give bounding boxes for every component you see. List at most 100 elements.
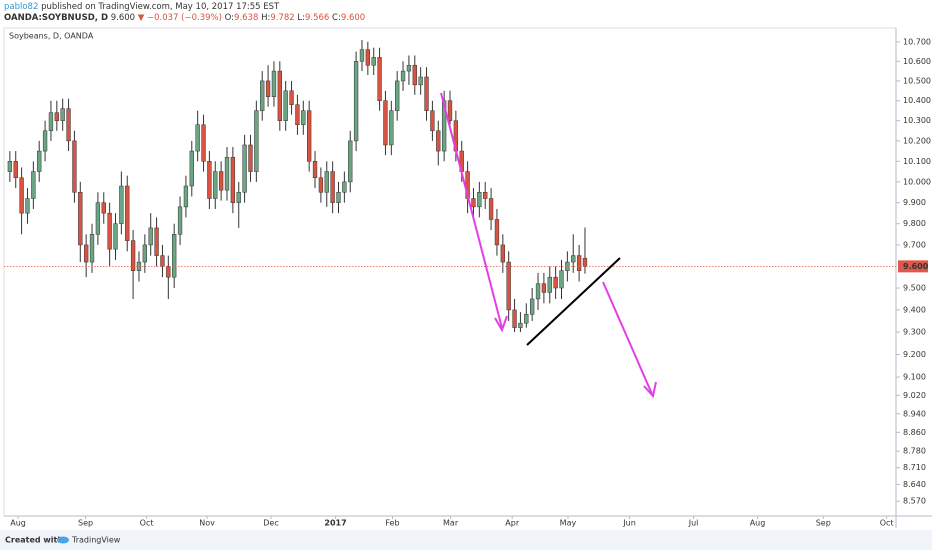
candle-body — [524, 314, 529, 324]
candle-body — [353, 61, 359, 142]
candle-body — [230, 156, 236, 203]
candle-body — [172, 234, 177, 278]
arrow-head — [494, 315, 508, 333]
candle-body — [535, 283, 541, 300]
candle-body — [218, 171, 224, 191]
y-tick-label: 9.300 — [903, 328, 926, 337]
candle-body — [500, 244, 505, 263]
y-tick-label: 10.600 — [903, 57, 931, 66]
y-tick-label: 8.710 — [903, 463, 926, 472]
candle-body — [530, 298, 535, 315]
candle-body — [377, 57, 382, 101]
candle-body — [506, 261, 511, 311]
y-tick-label: 8.640 — [903, 480, 926, 489]
y-tick-label: 9.900 — [903, 198, 926, 207]
candle-body — [31, 171, 36, 199]
candle-body — [430, 110, 435, 132]
l: 9.566 — [305, 13, 329, 23]
candle-body — [312, 161, 318, 179]
candle-body — [60, 108, 65, 121]
candle-body — [383, 100, 388, 146]
candle-body — [236, 192, 241, 203]
candle-body — [330, 171, 335, 203]
arrow-line — [602, 281, 653, 395]
y-tick-label: 10.100 — [903, 157, 931, 166]
x-tick-label: Dec — [263, 519, 278, 528]
change: −0.037 (−0.39%) — [147, 13, 222, 23]
candle-body — [189, 150, 194, 187]
y-tick-label: 9.800 — [903, 219, 926, 228]
header-line-1: pablo82 published on TradingView.com, Ma… — [4, 2, 280, 12]
candle-body — [54, 112, 59, 121]
y-tick-label: 8.940 — [903, 409, 926, 418]
candle-body — [254, 110, 259, 172]
candle-body — [166, 266, 171, 278]
candle-body — [201, 124, 206, 162]
candle-body — [265, 80, 271, 97]
plot: 10.700 10.600 10.500 10.400 10.300 10.200 10.1… — [4, 37, 931, 528]
candle-body — [342, 181, 347, 193]
candle-body — [553, 276, 558, 289]
y-tick-label: 9.500 — [903, 284, 926, 293]
candle-body — [48, 112, 54, 132]
x-tick-label: Oct — [880, 519, 894, 528]
candle-body — [19, 177, 24, 214]
x-tick-label: Jun — [622, 519, 636, 528]
candle-body — [447, 100, 453, 121]
candle-body — [142, 244, 147, 263]
candle-body — [512, 309, 517, 328]
candle-body — [248, 144, 253, 172]
y-tick-label: 10.500 — [903, 76, 931, 85]
x-tick-label: Sep — [816, 519, 831, 528]
x-tick-label: Sep — [78, 519, 93, 528]
candle-body — [418, 76, 423, 86]
candle-body — [289, 90, 294, 105]
y-tick-label: 10.400 — [903, 96, 931, 105]
candle-body — [177, 206, 183, 235]
x-tick-label: Aug — [10, 519, 26, 528]
y-tick-label: 9.200 — [903, 350, 926, 359]
candle-body — [301, 110, 306, 125]
x-tick-label: Nov — [199, 519, 215, 528]
brand-logo — [57, 536, 69, 544]
candle-body — [148, 227, 153, 246]
candle-body — [307, 110, 312, 162]
candle-body — [207, 161, 212, 199]
y-tick-label: 10.300 — [903, 116, 931, 125]
candle-body — [277, 70, 282, 121]
direction: ▼ — [138, 13, 145, 23]
candle-body — [78, 192, 83, 246]
candle-body — [477, 192, 482, 208]
x-tick-label: Mar — [443, 519, 459, 528]
y-tick-label: 9.100 — [903, 373, 926, 382]
c-label: C: — [332, 13, 341, 23]
candle-body — [260, 80, 265, 111]
candle-body — [242, 144, 247, 193]
candle-body — [494, 219, 500, 246]
y-tick-label: 9.400 — [903, 305, 926, 314]
footer-brand[interactable]: TradingView — [71, 536, 121, 545]
y-tick-label: 10.000 — [903, 177, 931, 186]
o-label: O: — [225, 13, 234, 23]
y-tick-label: 10.700 — [903, 37, 931, 46]
candle-body — [318, 177, 324, 193]
candle-body — [571, 255, 576, 263]
h: 9.782 — [270, 13, 294, 23]
footer-created: Created with — [5, 536, 63, 545]
header-line-2: OANDA:SOYBNUSD, D 9.600 ▼ −0.037 (−0.39%… — [4, 13, 365, 23]
candle-body — [559, 270, 564, 289]
candle-body — [483, 192, 488, 199]
candle-body — [541, 283, 547, 293]
author[interactable]: pablo82 — [4, 2, 38, 12]
symbol: OANDA:SOYBNUSD, D — [4, 13, 108, 23]
candle-body — [213, 171, 218, 199]
y-tick-label: 10.200 — [903, 136, 931, 145]
candle-body — [547, 276, 552, 293]
candle-body — [42, 130, 48, 152]
x-tick-label: May — [560, 519, 577, 528]
y-tick-label: 8.780 — [903, 447, 926, 456]
last: 9.600 — [111, 13, 135, 23]
candle-body — [130, 240, 136, 271]
published: published on TradingView.com, May 10, 20… — [41, 2, 280, 12]
candle-body — [400, 70, 406, 82]
